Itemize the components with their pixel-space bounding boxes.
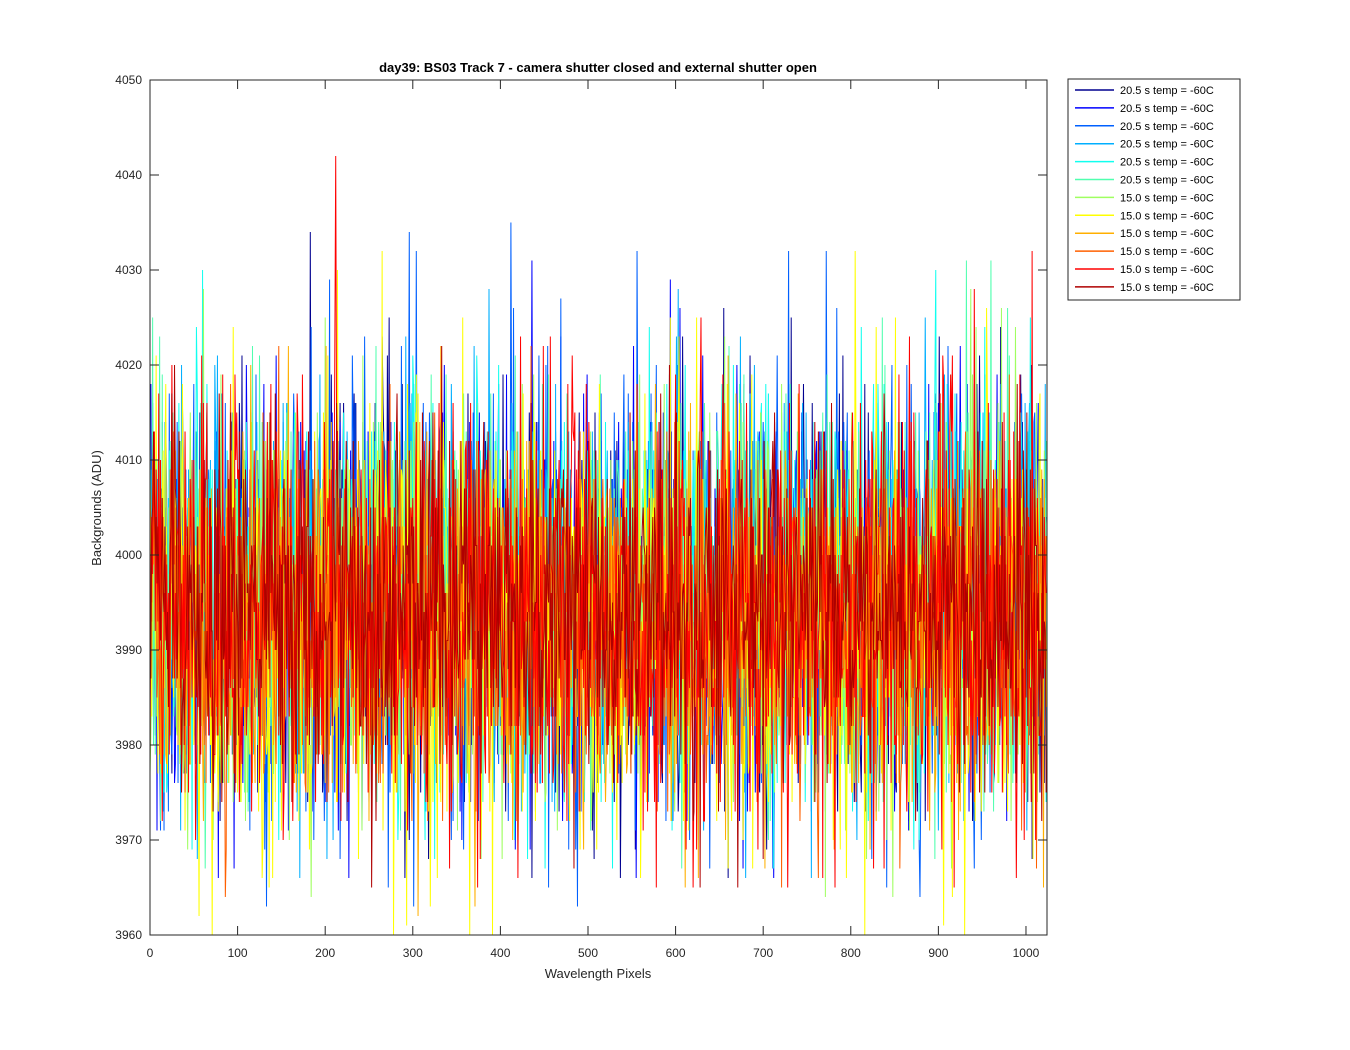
x-tick-label: 0	[147, 946, 154, 960]
legend-entry-11: 15.0 s temp = -60C	[1120, 264, 1214, 276]
legend-entry-10: 15.0 s temp = -60C	[1120, 246, 1214, 258]
x-tick-label: 200	[315, 946, 335, 960]
x-axis-label: Wavelength Pixels	[545, 966, 652, 981]
legend-entry-6: 20.5 s temp = -60C	[1120, 175, 1214, 187]
legend-entry-1: 20.5 s temp = -60C	[1120, 85, 1214, 97]
axes-box	[149, 79, 1048, 936]
x-tick-label: 600	[666, 946, 686, 960]
legend-entry-7: 15.0 s temp = -60C	[1120, 192, 1214, 204]
y-tick-label: 3970	[115, 833, 142, 847]
y-tick-label: 4010	[115, 453, 142, 467]
y-tick-label: 3980	[115, 738, 142, 752]
y-axis: 3960 3970 3980 3990 4000 4010 4020 4030 4040 4050	[115, 73, 1047, 942]
x-tick-label: 300	[403, 946, 423, 960]
x-tick-label: 900	[928, 946, 948, 960]
x-tick-label: 100	[228, 946, 248, 960]
legend-entry-8: 15.0 s temp = -60C	[1120, 210, 1214, 222]
legend: 20.5 s temp = -60C 20.5 s temp = -60C 20.5…	[1067, 78, 1241, 301]
y-tick-label: 4040	[115, 168, 142, 182]
legend-box	[1067, 78, 1241, 301]
legend-entry-4: 20.5 s temp = -60C	[1120, 139, 1214, 151]
x-tick-label: 700	[753, 946, 773, 960]
y-tick-label: 4030	[115, 263, 142, 277]
x-tick-label: 1000	[1013, 946, 1040, 960]
y-axis-label: Backgrounds (ADU)	[89, 450, 104, 566]
x-tick-label: 400	[490, 946, 510, 960]
series-layer	[149, 155, 1047, 936]
legend-entry-3: 20.5 s temp = -60C	[1120, 121, 1214, 133]
y-tick-label: 4000	[115, 548, 142, 562]
legend-entry-9: 15.0 s temp = -60C	[1120, 228, 1214, 240]
x-tick-label: 800	[841, 946, 861, 960]
legend-entry-5: 20.5 s temp = -60C	[1120, 157, 1214, 169]
legend-entry-12: 15.0 s temp = -60C	[1120, 282, 1214, 294]
x-axis: 0 100 200 300 400 500 600 700 800 900 1000	[147, 80, 1040, 960]
y-tick-label: 4020	[115, 358, 142, 372]
y-tick-label: 3990	[115, 643, 142, 657]
legend-entry-2: 20.5 s temp = -60C	[1120, 103, 1214, 115]
chart-title: day39: BS03 Track 7 - camera shutter clo…	[379, 60, 817, 75]
series-line-12	[149, 345, 1047, 888]
y-tick-label: 3960	[115, 928, 142, 942]
legend-items: 20.5 s temp = -60C 20.5 s temp = -60C 20.5…	[1075, 85, 1214, 294]
x-tick-label: 500	[578, 946, 598, 960]
y-tick-label: 4050	[115, 73, 142, 87]
